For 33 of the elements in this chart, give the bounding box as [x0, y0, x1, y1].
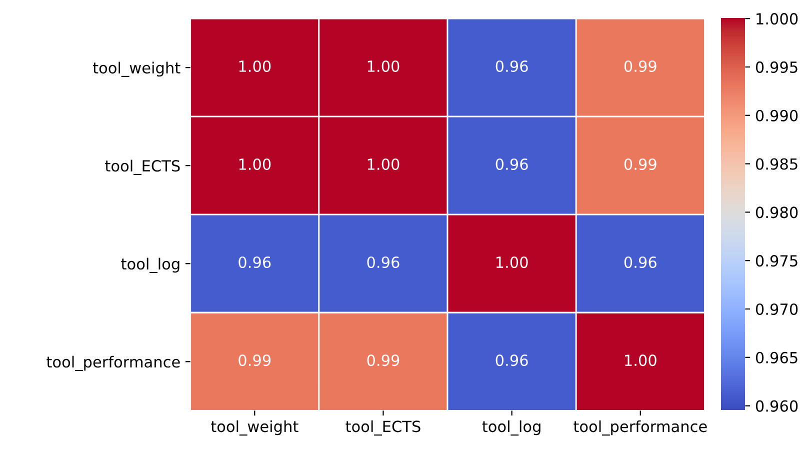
data-label: 0.96 [496, 60, 528, 72]
y-tick-label: tool_weight [92, 62, 180, 77]
color-bar-label: 0.965 [756, 352, 798, 364]
data-label: 0.99 [624, 60, 656, 72]
color-bar-label: 0.980 [756, 206, 798, 218]
x-tick-label: tool_log [482, 420, 540, 436]
data-label: 0.99 [624, 158, 656, 170]
data-label: 0.99 [367, 354, 400, 366]
data-label: 0.96 [624, 256, 656, 268]
data-label: 0.96 [238, 256, 271, 268]
x-tick-label: tool_weight [211, 420, 298, 436]
color-bar-label: 0.995 [756, 61, 798, 73]
y-tick-label: tool_log [121, 258, 180, 274]
color-bar-label: 0.975 [756, 255, 798, 267]
y-tick-label: tool_performance [46, 356, 180, 372]
color-bar-label: 0.970 [756, 303, 798, 316]
data-label: 0.96 [496, 158, 528, 170]
data-label: 0.99 [238, 354, 271, 366]
x-tick-label: tool_performance [574, 420, 707, 436]
data-label: 0.96 [367, 256, 400, 268]
color-bar-label: 1.000 [756, 13, 798, 25]
data-label: 0.96 [496, 354, 528, 366]
data-label: 1.00 [239, 60, 271, 72]
data-label: 1.00 [239, 158, 271, 170]
color-bar-label: 0.985 [756, 158, 798, 170]
y-tick-label: tool_ECTS [105, 160, 180, 175]
data-label: 1.00 [496, 256, 528, 268]
color-bar-label: 0.990 [756, 110, 798, 122]
x-tick-label: tool_ECTS [346, 420, 420, 436]
color-bar-label: 0.960 [756, 400, 798, 412]
data-label: 1.00 [368, 60, 400, 72]
data-label: 1.00 [625, 354, 656, 366]
data-label: 1.00 [368, 158, 400, 170]
